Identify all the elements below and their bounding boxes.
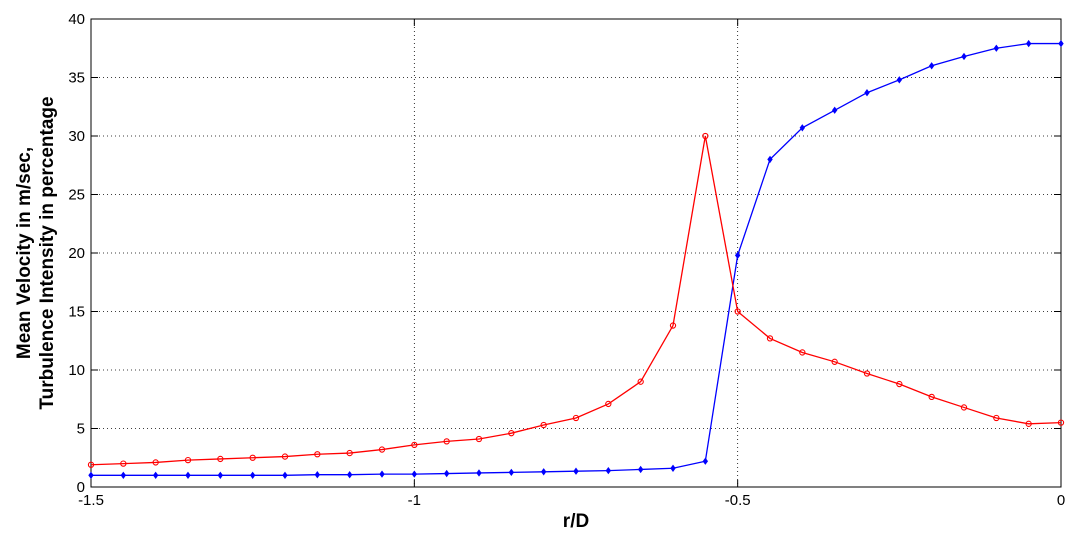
axis-ticks: -1.5 -1 -0.5 0 0 5 10 15 20 25 30 35 40 bbox=[68, 11, 1065, 509]
data-point bbox=[346, 471, 353, 479]
data-point bbox=[767, 155, 773, 164]
data-point bbox=[152, 459, 159, 466]
x-tick-label: -1.5 bbox=[78, 492, 104, 509]
data-point bbox=[508, 468, 515, 477]
series-1 bbox=[88, 39, 1064, 479]
data-point bbox=[702, 132, 709, 140]
y-tick-label: 20 bbox=[68, 245, 85, 262]
data-point bbox=[282, 471, 288, 479]
data-point bbox=[605, 400, 612, 408]
data-point bbox=[379, 470, 385, 478]
data-point bbox=[378, 446, 386, 453]
series-layer bbox=[87, 39, 1065, 479]
data-point bbox=[540, 421, 547, 429]
data-point bbox=[152, 471, 159, 479]
data-point bbox=[217, 471, 224, 479]
series-line bbox=[90, 135, 1062, 466]
x-tick-label: 0 bbox=[1057, 492, 1065, 509]
series-2 bbox=[87, 132, 1065, 468]
data-point bbox=[766, 335, 774, 342]
y-tick-label: 15 bbox=[68, 304, 85, 321]
data-point bbox=[475, 435, 483, 443]
data-point bbox=[217, 455, 224, 463]
data-point bbox=[960, 404, 968, 411]
y-tick-label: 30 bbox=[68, 128, 85, 145]
data-point bbox=[1025, 420, 1032, 427]
data-point bbox=[799, 124, 806, 132]
data-point bbox=[863, 370, 871, 377]
grid-lines bbox=[91, 19, 1061, 487]
y-axis-title-line: Turbulence Intensity in percentage bbox=[37, 96, 58, 409]
data-point bbox=[896, 76, 903, 84]
data-point bbox=[249, 471, 256, 479]
data-point bbox=[87, 461, 95, 468]
data-point bbox=[637, 465, 644, 474]
data-point bbox=[928, 62, 935, 70]
data-point bbox=[443, 469, 450, 478]
data-point bbox=[670, 464, 676, 472]
data-point bbox=[346, 449, 353, 457]
data-point bbox=[572, 414, 580, 422]
data-point bbox=[314, 471, 321, 479]
data-point bbox=[896, 380, 903, 388]
data-point bbox=[120, 460, 127, 467]
data-point bbox=[831, 106, 838, 114]
y-tick-label: 5 bbox=[77, 421, 85, 438]
y-axis-title: Mean Velocity in m/sec, Turbulence Intens… bbox=[14, 96, 58, 409]
data-point bbox=[961, 52, 967, 61]
data-point bbox=[637, 378, 644, 385]
series-line bbox=[91, 42, 1061, 476]
data-point bbox=[1025, 39, 1032, 48]
data-point bbox=[120, 471, 127, 479]
data-point bbox=[734, 308, 741, 315]
data-point bbox=[669, 322, 677, 329]
data-point bbox=[88, 471, 94, 479]
data-point bbox=[734, 251, 741, 260]
y-tick-label: 0 bbox=[77, 479, 85, 496]
y-tick-label: 35 bbox=[68, 70, 85, 87]
data-point bbox=[443, 438, 450, 445]
data-point bbox=[249, 454, 256, 461]
data-point bbox=[476, 469, 482, 477]
x-tick-label: -1 bbox=[408, 492, 421, 509]
data-point bbox=[573, 467, 579, 475]
x-tick-label: -0.5 bbox=[725, 492, 751, 509]
data-point bbox=[411, 441, 418, 449]
x-axis-title: r/D bbox=[563, 511, 589, 532]
data-point bbox=[185, 471, 191, 479]
data-point bbox=[281, 453, 289, 460]
y-tick-label: 25 bbox=[68, 187, 85, 204]
data-point bbox=[864, 89, 870, 97]
y-tick-label: 40 bbox=[68, 11, 85, 28]
data-point bbox=[799, 349, 806, 356]
data-point bbox=[702, 457, 709, 465]
data-point bbox=[508, 430, 515, 437]
data-point bbox=[993, 414, 1000, 422]
data-point bbox=[1058, 39, 1064, 48]
data-point bbox=[411, 470, 418, 478]
data-point bbox=[831, 358, 838, 365]
data-point bbox=[928, 393, 935, 401]
data-point bbox=[1057, 419, 1065, 426]
data-point bbox=[314, 451, 321, 458]
data-point bbox=[184, 456, 192, 464]
data-point bbox=[993, 44, 1000, 52]
y-tick-label: 10 bbox=[68, 362, 85, 379]
data-point bbox=[540, 468, 547, 476]
data-point bbox=[605, 466, 612, 475]
y-axis-title-line: Mean Velocity in m/sec, bbox=[14, 147, 35, 359]
